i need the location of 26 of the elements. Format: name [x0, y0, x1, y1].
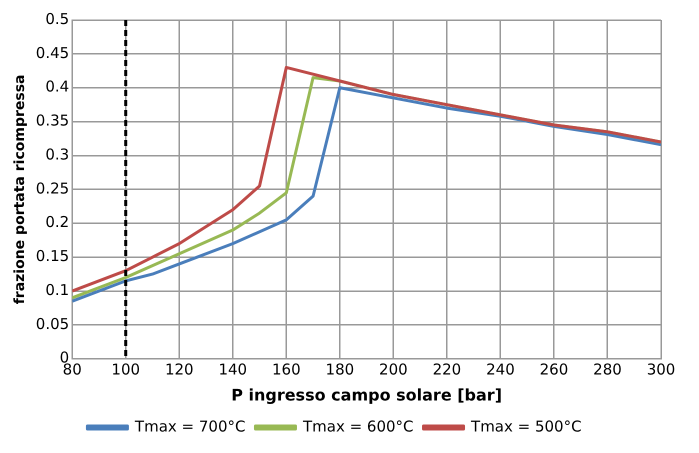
x-tick-label: 200 — [379, 360, 408, 379]
y-tick-label: 0.15 — [36, 247, 70, 266]
y-tick-label: 0.45 — [36, 44, 70, 62]
y-tick-label: 0.2 — [45, 213, 70, 232]
x-tick-label: 300 — [646, 360, 676, 379]
y-tick-label: 0.25 — [36, 179, 70, 198]
x-tick-label: 280 — [593, 360, 622, 379]
y-tick-label: 0.3 — [45, 145, 70, 164]
x-tick-label: 240 — [486, 360, 515, 379]
x-tick-label: 120 — [164, 360, 194, 379]
y-tick-label: 0.05 — [36, 314, 70, 333]
legend-label: Tmax = 700°C — [134, 417, 246, 436]
y-tick-label: 0.1 — [45, 280, 70, 299]
x-tick-label: 100 — [111, 360, 140, 379]
y-tick-label: 0.4 — [45, 78, 70, 96]
x-tick-label: 180 — [326, 360, 354, 379]
y-tick-label: 0.5 — [45, 10, 70, 28]
y-tick-label: 0.35 — [36, 112, 70, 130]
legend-label: Tmax = 500°C — [470, 417, 582, 436]
legend-label: Tmax = 600°C — [302, 417, 414, 436]
y-axis-title: frazione portata ricompressa — [12, 74, 28, 304]
x-tick-label: 260 — [540, 360, 568, 379]
x-tick-label: 160 — [272, 360, 301, 379]
x-axis-title: P ingresso campo solare [bar] — [231, 386, 502, 405]
x-tick-label: 220 — [432, 360, 462, 379]
x-tick-label: 140 — [218, 360, 248, 379]
